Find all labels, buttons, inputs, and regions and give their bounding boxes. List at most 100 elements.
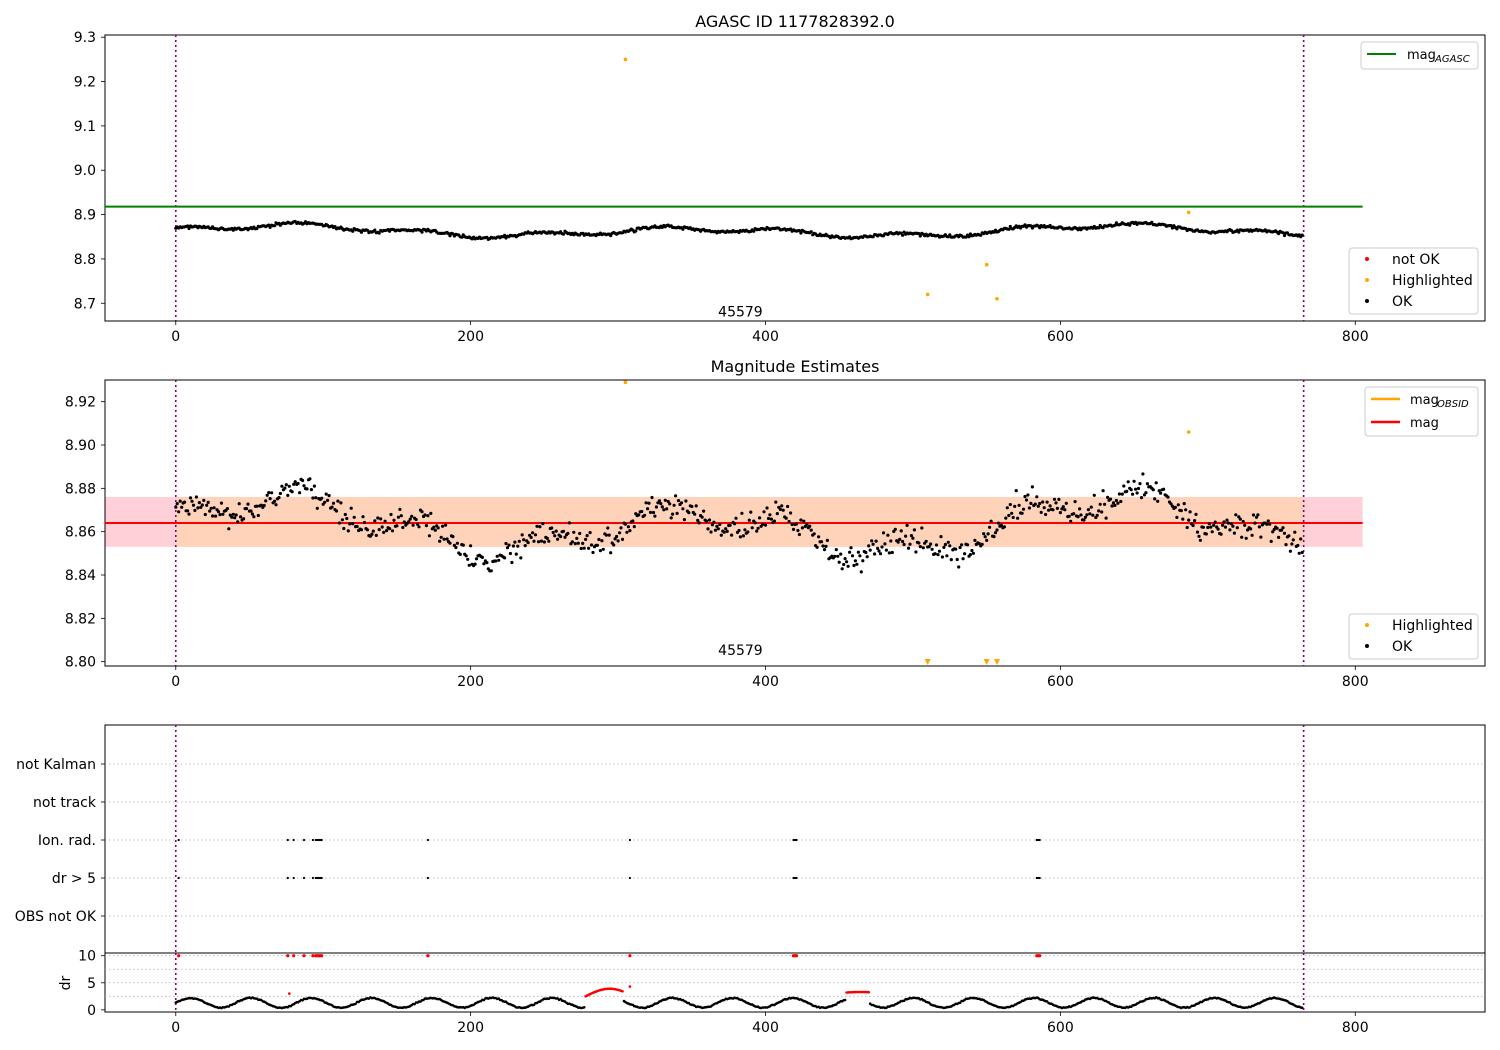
ok-point — [503, 233, 507, 237]
ok-point — [351, 229, 355, 233]
ok-point — [845, 560, 849, 564]
dr-flagged-point — [1038, 954, 1042, 958]
legend-label-subscript: AGASC — [1434, 54, 1470, 65]
ok-point — [909, 534, 914, 538]
highlighted-point — [1186, 430, 1191, 434]
ok-point — [311, 496, 315, 500]
ok-point — [1072, 512, 1076, 516]
ok-point — [186, 224, 190, 228]
ok-point — [1104, 516, 1108, 520]
ok-point — [242, 517, 246, 521]
ok-point — [710, 523, 715, 527]
ok-point — [696, 518, 700, 523]
ok-point — [1191, 523, 1195, 528]
ok-point — [626, 525, 631, 529]
ok-point — [1254, 515, 1259, 519]
ok-point — [467, 563, 471, 567]
ok-point — [517, 539, 521, 543]
ok-point — [466, 557, 470, 561]
y-tick-label: 8.82 — [65, 611, 96, 627]
ok-point — [1134, 487, 1138, 491]
obsid-label: 45579 — [718, 643, 763, 659]
ok-point — [615, 534, 619, 539]
ok-point — [448, 541, 452, 545]
ok-point — [797, 229, 802, 233]
ok-point — [864, 550, 868, 555]
ok-point — [734, 516, 738, 520]
flag-category-label: OBS not OK — [15, 909, 97, 925]
ok-point — [902, 542, 906, 547]
ok-point — [183, 500, 187, 504]
ok-point — [333, 225, 337, 229]
ok-point — [287, 484, 291, 488]
ok-point — [407, 520, 411, 524]
ok-point — [305, 487, 309, 491]
ok-point — [1170, 504, 1174, 508]
ok-point — [411, 523, 415, 527]
ok-point — [380, 525, 384, 529]
ok-point — [607, 533, 611, 537]
ok-point — [1042, 506, 1046, 510]
ok-point — [663, 498, 667, 502]
ok-point — [687, 510, 691, 515]
x-tick-label: 800 — [1342, 329, 1369, 345]
ok-point — [323, 500, 327, 504]
ok-point — [342, 526, 346, 531]
ok-point — [480, 555, 484, 560]
ok-point — [1021, 507, 1026, 511]
ok-point — [949, 558, 953, 562]
ok-point — [536, 540, 541, 544]
ok-point — [713, 528, 718, 532]
ok-point — [573, 542, 577, 546]
ok-point — [1008, 502, 1012, 507]
ok-point — [196, 506, 200, 510]
ok-point — [737, 528, 741, 533]
ok-point — [532, 539, 536, 543]
ok-point — [280, 484, 284, 488]
ok-point — [469, 544, 473, 548]
ok-point — [545, 536, 549, 541]
ok-point — [963, 552, 967, 556]
ok-point — [1035, 495, 1039, 499]
ok-point — [842, 562, 846, 567]
ok-point — [312, 484, 316, 488]
ok-point — [458, 552, 462, 557]
ok-point — [772, 519, 777, 523]
ok-point — [374, 533, 378, 538]
y-tick-label: 8.88 — [65, 481, 96, 497]
ok-point — [278, 491, 282, 496]
ok-point — [219, 501, 224, 505]
y-tick-label: 8.8 — [74, 252, 96, 268]
ok-point — [175, 502, 179, 506]
ok-point — [988, 525, 992, 529]
ok-point — [448, 234, 452, 238]
ok-point — [1246, 528, 1250, 532]
ok-point — [765, 506, 769, 510]
ok-point — [834, 548, 838, 552]
ok-point — [1182, 502, 1186, 506]
ok-point — [1279, 528, 1284, 532]
ok-point — [1179, 509, 1183, 513]
x-tick-label: 0 — [171, 674, 180, 690]
ok-point — [766, 516, 771, 521]
ok-point — [646, 507, 650, 511]
ok-point — [348, 522, 352, 526]
ok-point — [1251, 513, 1256, 517]
ok-point — [230, 515, 234, 519]
y-tick-label: 0 — [87, 1003, 96, 1019]
ok-point — [1036, 504, 1040, 508]
agasc-plot-area: 45579 0 200 400 600 800 8.7 8.8 8.9 9.0 9.1 9.2 9.3 m… — [74, 30, 1486, 345]
ok-point — [839, 552, 843, 556]
highlighted-point — [984, 262, 989, 267]
ok-point — [681, 507, 685, 511]
ok-point — [414, 517, 418, 522]
ok-point — [789, 511, 793, 515]
ok-point — [682, 518, 687, 522]
ok-point — [858, 554, 862, 558]
ok-point — [896, 540, 900, 544]
ok-point — [1108, 497, 1113, 501]
ok-point — [794, 522, 799, 526]
ok-point — [267, 491, 271, 495]
ok-point — [668, 502, 672, 506]
ok-point — [674, 494, 678, 498]
